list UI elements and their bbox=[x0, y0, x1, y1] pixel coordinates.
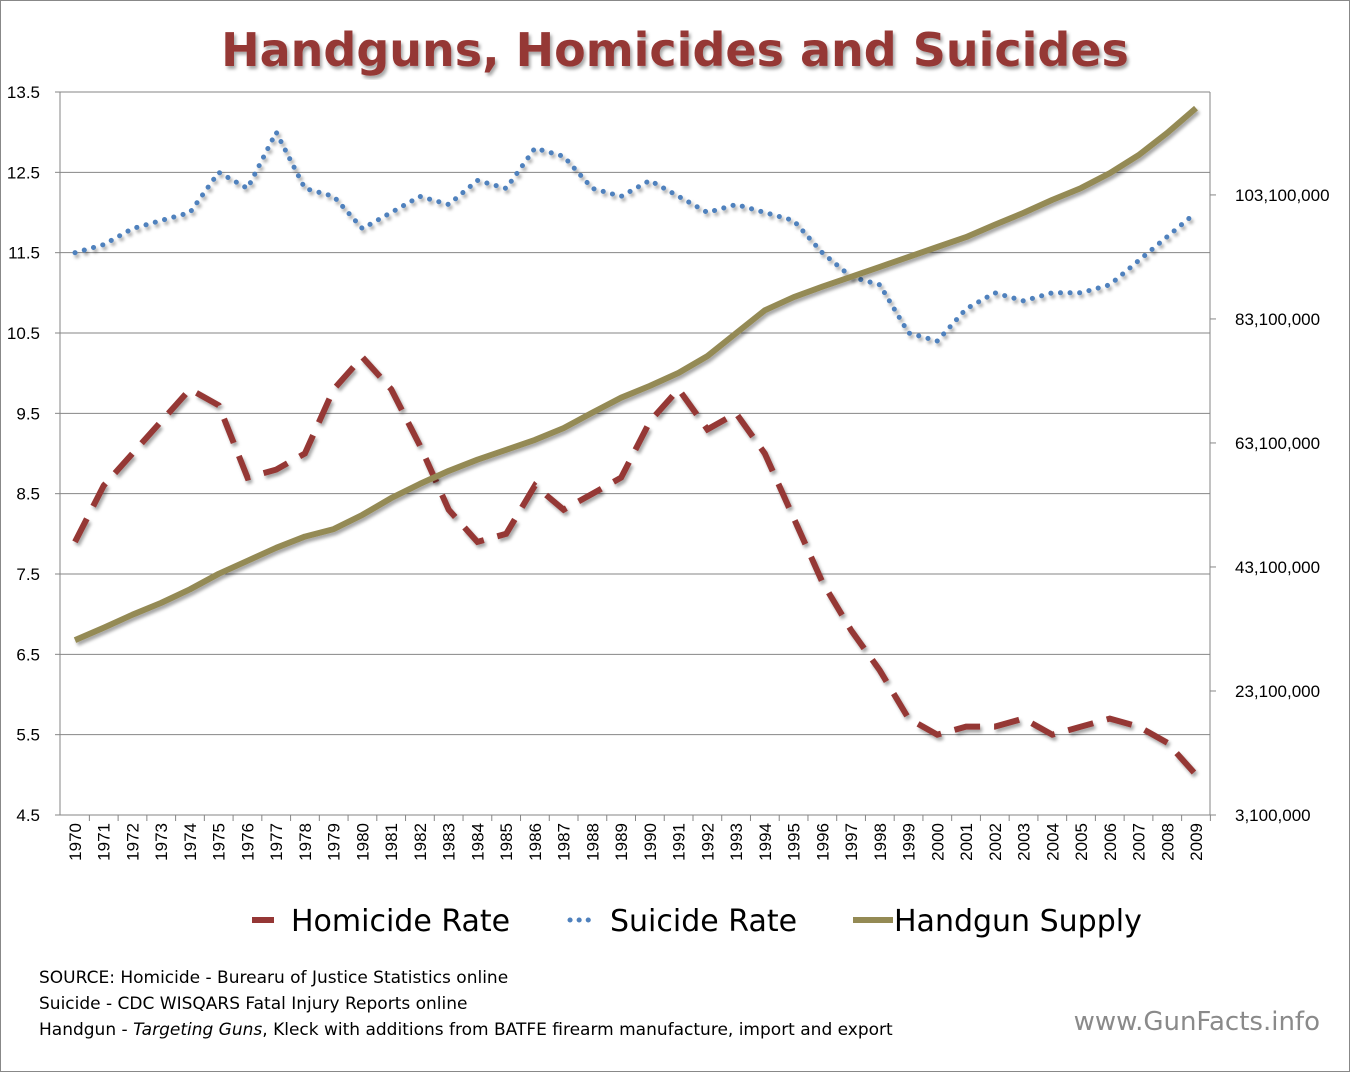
x-axis-label: 2002 bbox=[986, 823, 1005, 861]
x-axis-label: 1988 bbox=[583, 823, 602, 861]
x-axis-label: 1990 bbox=[641, 823, 660, 861]
source-handgun-prefix: Handgun - bbox=[39, 1020, 133, 1040]
series-line-handgun-supply bbox=[73, 105, 1198, 643]
x-axis-label: 2003 bbox=[1015, 823, 1034, 861]
x-axis-label: 1991 bbox=[670, 823, 689, 861]
x-axis-label: 2006 bbox=[1101, 823, 1120, 861]
x-axis-label: 1998 bbox=[871, 823, 890, 861]
x-axis-label: 1986 bbox=[526, 823, 545, 861]
x-axis-label: 1983 bbox=[440, 823, 459, 861]
x-axis-label: 1979 bbox=[325, 823, 344, 861]
x-axis-label: 2007 bbox=[1130, 823, 1149, 861]
x-axis-label: 1985 bbox=[497, 823, 516, 861]
source-line-suicide: Suicide - CDC WISQARS Fatal Injury Repor… bbox=[39, 994, 467, 1014]
x-axis-label: 1973 bbox=[152, 823, 171, 861]
left-axis-label: 9.5 bbox=[16, 404, 40, 423]
x-axis-label: 1976 bbox=[238, 823, 257, 861]
source-line-homicide: SOURCE: Homicide - Burearu of Justice St… bbox=[39, 968, 508, 988]
left-axis-label: 13.5 bbox=[7, 83, 40, 102]
left-axis-label: 10.5 bbox=[7, 324, 40, 343]
x-axis-label: 2005 bbox=[1072, 823, 1091, 861]
legend-label-suicide: Suicide Rate bbox=[610, 904, 797, 939]
left-axis-label: 7.5 bbox=[16, 565, 40, 584]
x-axis-label: 1993 bbox=[727, 823, 746, 861]
left-axis-label: 11.5 bbox=[8, 244, 40, 263]
source-notes: SOURCE: Homicide - Burearu of Justice St… bbox=[39, 968, 893, 1040]
source-handgun-book: Targeting Guns bbox=[133, 1020, 262, 1040]
legend: Homicide Rate Suicide Rate Handgun Suppl… bbox=[252, 904, 1142, 939]
left-axis-label: 8.5 bbox=[16, 485, 40, 504]
x-axis-label: 1978 bbox=[296, 823, 315, 861]
x-axis-label: 1975 bbox=[210, 823, 229, 861]
source-line-handgun: Handgun - Targeting Guns, Kleck with add… bbox=[39, 1020, 893, 1040]
x-axis-label: 1980 bbox=[353, 823, 372, 861]
source-handgun-rest: , Kleck with additions from BATFE firear… bbox=[262, 1020, 893, 1040]
x-axis-label: 2004 bbox=[1043, 823, 1062, 861]
right-axis-label: 83,100,000 bbox=[1235, 310, 1320, 329]
left-axis-label: 6.5 bbox=[16, 645, 40, 664]
left-axis-label: 4.5 bbox=[16, 806, 40, 825]
x-axis-label: 1992 bbox=[698, 823, 717, 861]
left-axis-label: 12.5 bbox=[7, 163, 40, 182]
x-axis-label: 1987 bbox=[555, 823, 574, 861]
x-axis-label: 1989 bbox=[612, 823, 631, 861]
chart-title: Handguns, Homicides and Suicides bbox=[221, 23, 1129, 77]
x-axis-label: 2001 bbox=[957, 823, 976, 861]
x-axis-label: 1982 bbox=[411, 823, 430, 861]
legend-label-homicide: Homicide Rate bbox=[291, 904, 510, 939]
right-axis-label: 23,100,000 bbox=[1235, 682, 1320, 701]
right-axis-label: 63,100,000 bbox=[1235, 434, 1320, 453]
series-line-suicide-rate bbox=[72, 126, 1199, 344]
right-axis-label: 103,100,000 bbox=[1235, 186, 1330, 205]
x-axis-label: 1999 bbox=[900, 823, 919, 861]
brand-watermark: www.GunFacts.info bbox=[1074, 1007, 1320, 1037]
x-axis-label: 1974 bbox=[181, 823, 200, 861]
x-axis-label: 1997 bbox=[842, 823, 861, 861]
x-axis-label: 1981 bbox=[382, 823, 401, 861]
x-axis-label: 2008 bbox=[1158, 823, 1177, 861]
x-axis-label: 1971 bbox=[95, 823, 114, 861]
x-axis-label: 2009 bbox=[1187, 823, 1206, 861]
left-axis-label: 5.5 bbox=[16, 726, 40, 745]
x-axis-label: 1995 bbox=[785, 823, 804, 861]
x-axis-label: 2000 bbox=[928, 823, 947, 861]
x-axis-label: 1994 bbox=[756, 823, 775, 861]
x-axis-label: 1970 bbox=[66, 823, 85, 861]
x-axis-label: 1972 bbox=[123, 823, 142, 861]
series-line-homicide-rate bbox=[72, 352, 1199, 777]
right-axis-label: 3,100,000 bbox=[1235, 806, 1311, 825]
legend-label-handgun: Handgun Supply bbox=[894, 904, 1142, 939]
x-axis-label: 1977 bbox=[267, 823, 286, 861]
right-axis-label: 43,100,000 bbox=[1235, 558, 1320, 577]
x-axis-label: 1984 bbox=[468, 823, 487, 861]
x-axis-label: 1996 bbox=[813, 823, 832, 861]
